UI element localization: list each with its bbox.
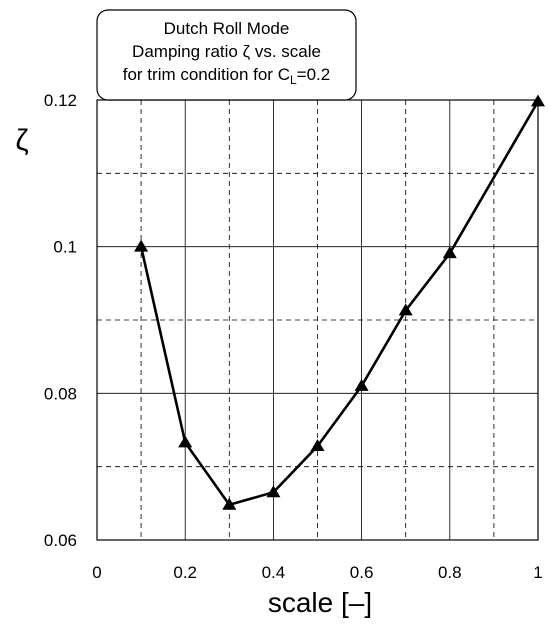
data-point-marker xyxy=(398,303,413,316)
y-tick-label: 0.1 xyxy=(53,238,77,257)
x-tick-label: 0.4 xyxy=(262,563,286,582)
y-axis-title: ζ xyxy=(15,124,28,157)
x-tick-label: 0.6 xyxy=(350,563,374,582)
y-tick-label: 0.06 xyxy=(44,531,77,550)
y-tick-label: 0.12 xyxy=(44,91,77,110)
data-point-marker xyxy=(354,379,369,391)
x-tick-label: 1 xyxy=(533,563,542,582)
title-box xyxy=(96,9,357,101)
data-series xyxy=(134,94,545,510)
data-point-marker xyxy=(310,439,325,452)
x-tick-label: 0.2 xyxy=(173,563,197,582)
data-point-marker xyxy=(266,485,281,498)
data-point-marker xyxy=(134,239,149,252)
grid xyxy=(97,100,538,540)
data-point-marker xyxy=(222,497,237,510)
title-subscript: L xyxy=(290,73,297,87)
x-tick-labels: 0 0.2 0.4 0.6 0.8 1 xyxy=(92,563,542,582)
data-point-marker xyxy=(531,94,545,107)
data-point-marker xyxy=(178,435,193,448)
title-suffix: =0.2 xyxy=(297,65,331,84)
series-line xyxy=(139,100,540,507)
x-tick-label: 0.8 xyxy=(438,563,462,582)
chart-title: Dutch Roll Mode Damping ratio ζ vs. scal… xyxy=(96,9,357,101)
x-axis-title: scale [–] xyxy=(268,587,372,618)
title-line-3: for trim condition for CL=0.2 xyxy=(123,65,330,87)
title-line-1: Dutch Roll Mode xyxy=(164,19,290,38)
y-tick-label: 0.08 xyxy=(44,384,77,403)
title-line-2: Damping ratio ζ vs. scale xyxy=(132,42,321,61)
data-point-marker xyxy=(442,246,457,259)
y-tick-labels: 0.06 0.08 0.1 0.12 xyxy=(44,91,77,550)
x-tick-label: 0 xyxy=(92,563,101,582)
title-line-3-main: for trim condition for C xyxy=(123,65,290,84)
